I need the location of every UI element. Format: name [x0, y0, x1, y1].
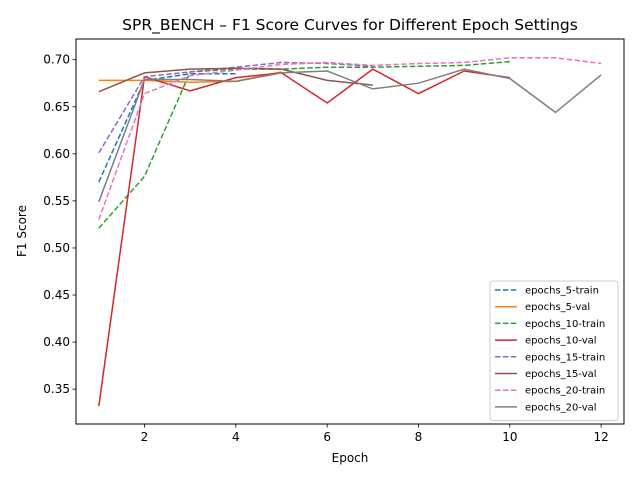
legend-label-epochs_15-train: epochs_15-train	[525, 352, 605, 363]
legend-box	[489, 280, 619, 422]
series-line-epochs_20-train	[98, 57, 602, 220]
y-tick-label: 0.40	[43, 335, 70, 349]
x-tick-label: 2	[141, 430, 149, 444]
series-line-epochs_10-train	[98, 60, 510, 229]
y-tick-label: 0.70	[43, 53, 70, 67]
legend-label-epochs_10-train: epochs_10-train	[525, 319, 605, 330]
x-tick-label: 4	[232, 430, 240, 444]
y-tick-label: 0.55	[43, 194, 70, 208]
y-tick-label: 0.65	[43, 100, 70, 114]
chart-title: SPR_BENCH – F1 Score Curves for Differen…	[122, 16, 578, 35]
x-tick-label: 6	[323, 430, 331, 444]
series-line-epochs_15-train	[98, 61, 373, 154]
legend-label-epochs_20-train: epochs_20-train	[525, 386, 605, 397]
x-axis-label: Epoch	[332, 451, 369, 465]
legend-label-epochs_10-val: epochs_10-val	[525, 336, 597, 347]
legend-label-epochs_20-val: epochs_20-val	[525, 402, 597, 413]
x-axis: 2 4 6 8 10 12	[141, 424, 609, 444]
y-tick-label: 0.45	[43, 288, 70, 302]
series-line-epochs_5-train	[98, 73, 236, 183]
plot-frame	[75, 38, 625, 425]
legend-label-epochs_5-train: epochs_5-train	[525, 286, 599, 297]
series-line-epochs_20-val	[98, 68, 602, 203]
y-axis-label: F1 Score	[15, 205, 29, 257]
series-line-epochs_10-val	[98, 68, 510, 407]
legend-label-epochs_5-val: epochs_5-val	[525, 302, 590, 313]
x-tick-label: 10	[502, 430, 517, 444]
legend: epochs_5-train epochs_5-val epochs_10-trai…	[489, 280, 619, 422]
y-tick-label: 0.50	[43, 241, 70, 255]
series-line-epochs_15-val	[98, 67, 373, 93]
y-axis: 0.35 0.40 0.45 0.50 0.55 0.60 0.65 0.70	[43, 53, 76, 396]
y-tick-label: 0.60	[43, 147, 70, 161]
x-tick-label: 8	[415, 430, 423, 444]
plot-lines	[98, 57, 602, 407]
legend-label-epochs_15-val: epochs_15-val	[525, 369, 597, 380]
x-tick-label: 12	[594, 430, 609, 444]
y-tick-label: 0.35	[43, 382, 70, 396]
